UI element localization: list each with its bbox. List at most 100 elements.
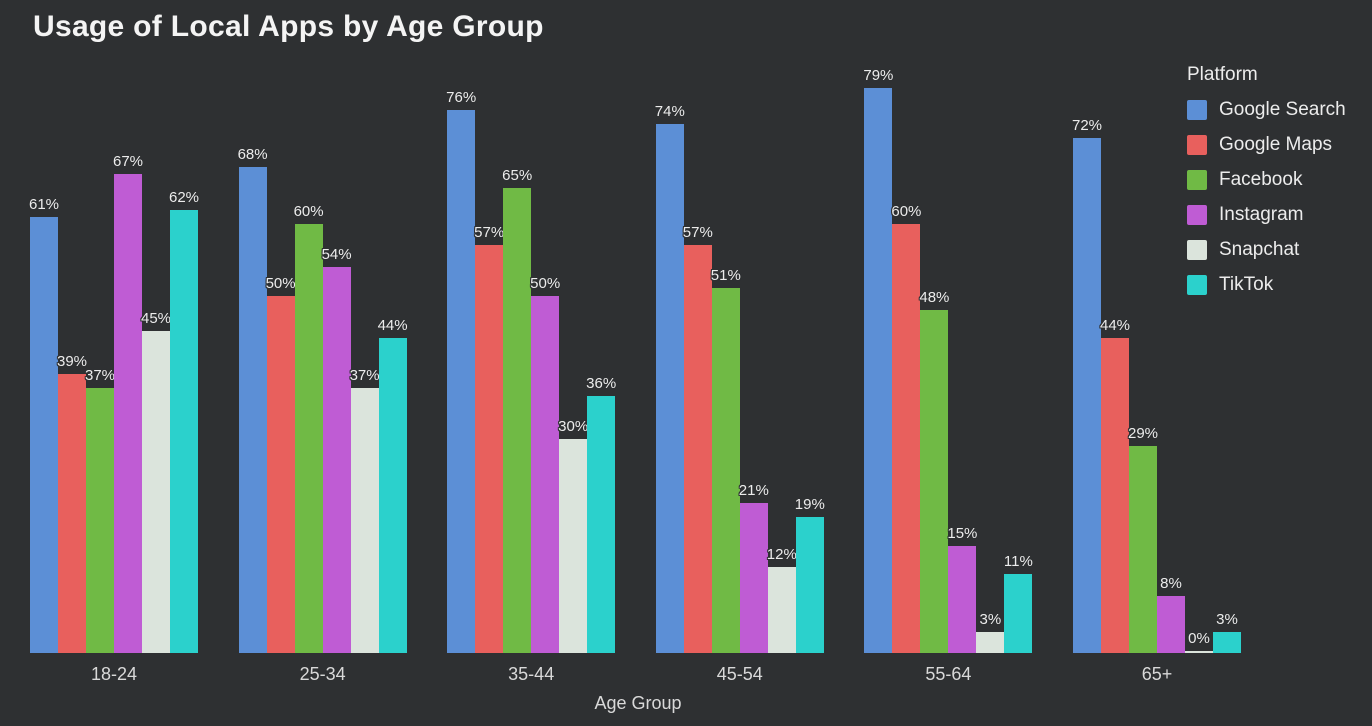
legend-item-tiktok: TikTok	[1187, 274, 1346, 296]
bar-google-maps-25-34: 50%	[266, 275, 296, 653]
bar-value-label: 30%	[558, 417, 589, 435]
bar-instagram-18-24: 67%	[113, 153, 143, 653]
bar-google-search-18-24: 61%	[29, 196, 59, 653]
bar-facebook-55-64: 48%	[919, 289, 949, 653]
bar-value-label: 3%	[979, 610, 1002, 628]
bar-group-25-34: 68% 50% 60% 54% 37% 44%	[238, 146, 408, 653]
legend-swatch-icon	[1187, 135, 1207, 155]
bar-tiktok-35-44: 36%	[586, 375, 616, 653]
bar-group-35-44: 76% 57% 65% 50% 30% 36%	[446, 89, 616, 653]
bar-snapchat-65-: 0%	[1185, 630, 1213, 653]
bar-value-label: 0%	[1188, 630, 1210, 647]
bar-facebook-65-: 29%	[1128, 425, 1158, 653]
bar-value-label: 60%	[293, 203, 324, 220]
bar-value-label: 36%	[586, 374, 617, 392]
bar-google-maps-65-: 44%	[1100, 317, 1130, 653]
bar-value-label: 3%	[1216, 610, 1238, 628]
bar-value-label: 44%	[377, 317, 408, 335]
bar-value-label: 51%	[710, 267, 741, 285]
x-tick-label-55-64: 55-64	[925, 664, 972, 684]
legend-item-google-maps: Google Maps	[1187, 134, 1346, 156]
legend-label: Google Search	[1219, 99, 1346, 120]
bar-snapchat-55-64: 3%	[976, 611, 1005, 653]
bar-value-label: 60%	[891, 203, 922, 220]
legend-label: Facebook	[1219, 169, 1303, 190]
bar-snapchat-45-54: 12%	[767, 546, 797, 653]
x-tick-label-65-: 65+	[1141, 664, 1173, 684]
bar-google-search-25-34: 68%	[238, 146, 268, 653]
bar-facebook-45-54: 51%	[711, 267, 741, 653]
bar-tiktok-65-: 3%	[1213, 611, 1241, 653]
bar-snapchat-35-44: 30%	[558, 418, 588, 653]
bar-value-label: 15%	[947, 524, 978, 542]
bar-instagram-25-34: 54%	[322, 246, 352, 653]
bar-value-label: 72%	[1071, 117, 1103, 135]
plot-area: 61% 39% 37% 67% 45% 62% 68% 50% 60% 54% 37% 44% 76% 5…	[29, 67, 1241, 653]
bar-google-search-35-44: 76%	[446, 89, 476, 653]
legend-items: Google Search Google Maps Facebook Instagra…	[1187, 99, 1346, 296]
bar-value-label: 62%	[168, 188, 200, 206]
bar-value-label: 65%	[502, 167, 533, 185]
bar-facebook-35-44: 65%	[502, 167, 532, 653]
bar-instagram-45-54: 21%	[739, 482, 769, 653]
bar-tiktok-25-34: 44%	[378, 317, 408, 653]
legend-label: Google Maps	[1219, 134, 1333, 155]
bar-group-65-: 72% 44% 29% 8% 0% 3%	[1072, 117, 1241, 653]
legend-swatch-icon	[1187, 275, 1207, 295]
bar-group-55-64: 79% 60% 48% 15% 3% 11%	[863, 67, 1033, 653]
bar-value-label: 45%	[140, 310, 172, 328]
legend-item-google-search: Google Search	[1187, 99, 1346, 121]
bar-value-label: 48%	[919, 288, 950, 306]
legend-label: Snapchat	[1219, 239, 1300, 260]
legend-item-facebook: Facebook	[1187, 169, 1346, 191]
bar-google-maps-18-24: 39%	[57, 353, 87, 653]
bar-value-label: 37%	[349, 367, 380, 385]
bar-snapchat-18-24: 45%	[141, 310, 171, 653]
bar-value-label: 57%	[682, 224, 713, 242]
bar-group-18-24: 61% 39% 37% 67% 45% 62%	[29, 153, 199, 653]
x-axis-label: Age Group	[594, 693, 682, 713]
bar-value-label: 50%	[265, 274, 296, 292]
bar-value-label: 21%	[738, 481, 769, 499]
bar-value-label: 67%	[112, 152, 144, 170]
legend: Platform Google Search Google Maps Faceboo…	[1187, 64, 1346, 309]
bar-tiktok-55-64: 11%	[1004, 553, 1033, 653]
bar-value-label: 61%	[28, 195, 60, 213]
bar-snapchat-25-34: 37%	[350, 367, 380, 653]
bar-google-maps-45-54: 57%	[683, 224, 713, 653]
bar-group-45-54: 74% 57% 51% 21% 12% 19%	[655, 103, 825, 653]
legend-swatch-icon	[1187, 240, 1207, 260]
bar-facebook-25-34: 60%	[294, 203, 324, 653]
bar-google-maps-35-44: 57%	[474, 224, 504, 653]
legend-item-instagram: Instagram	[1187, 204, 1346, 226]
bar-value-label: 79%	[863, 67, 894, 85]
bar-value-label: 37%	[84, 367, 116, 385]
bar-value-label: 76%	[446, 88, 477, 106]
bar-value-label: 11%	[1003, 553, 1033, 571]
bar-google-search-65-: 72%	[1072, 117, 1102, 653]
bar-tiktok-45-54: 19%	[795, 496, 825, 653]
legend-label: Instagram	[1219, 204, 1304, 225]
bar-instagram-55-64: 15%	[947, 525, 977, 653]
bar-value-label: 50%	[530, 274, 561, 292]
bar-tiktok-18-24: 62%	[169, 189, 199, 653]
bar-value-label: 54%	[321, 245, 352, 263]
x-tick-label-18-24: 18-24	[90, 664, 138, 684]
bar-instagram-65-: 8%	[1157, 575, 1185, 653]
bar-instagram-35-44: 50%	[530, 275, 560, 653]
x-tick-label-45-54: 45-54	[716, 664, 763, 684]
bar-value-label: 44%	[1099, 317, 1131, 335]
x-tick-label-25-34: 25-34	[299, 664, 346, 684]
bar-value-label: 74%	[654, 102, 685, 120]
legend-swatch-icon	[1187, 170, 1207, 190]
bar-google-search-55-64: 79%	[863, 67, 893, 653]
bar-value-label: 19%	[794, 496, 825, 514]
legend-item-snapchat: Snapchat	[1187, 239, 1346, 261]
bar-value-label: 8%	[1160, 574, 1182, 592]
legend-swatch-icon	[1187, 205, 1207, 225]
bar-facebook-18-24: 37%	[85, 367, 115, 653]
bar-value-label: 39%	[56, 353, 88, 371]
bar-value-label: 12%	[766, 546, 797, 564]
bar-google-search-45-54: 74%	[655, 103, 685, 653]
